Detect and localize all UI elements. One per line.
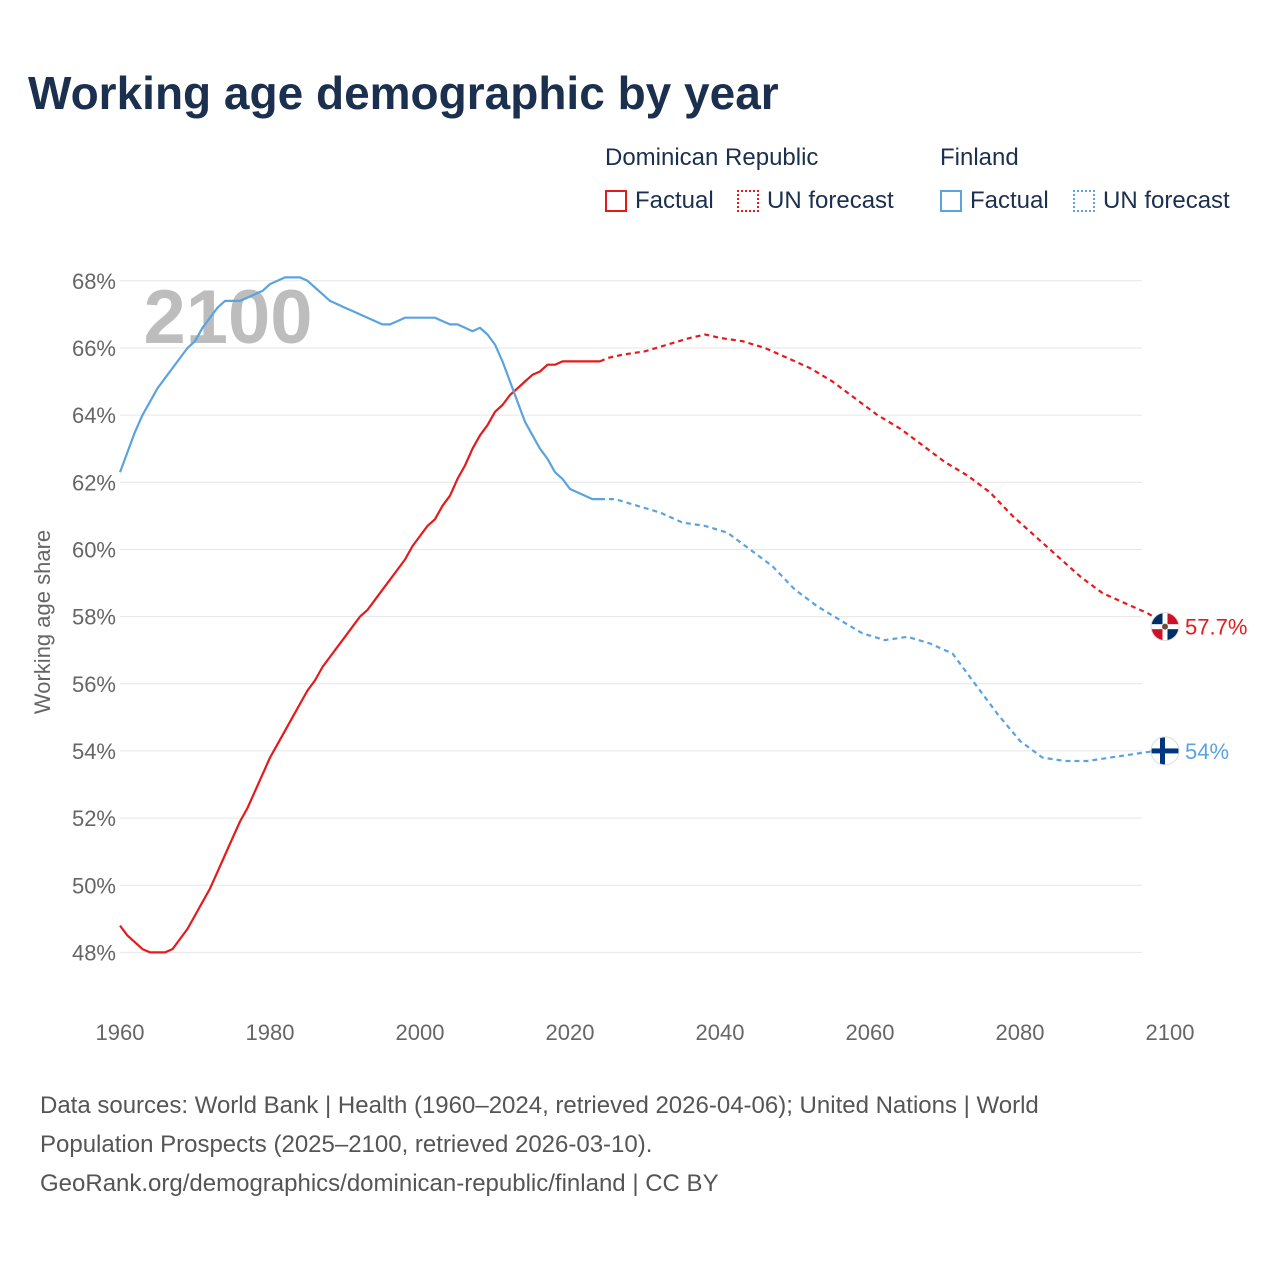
y-tick-label: 56% [72,672,116,697]
legend-swatch-fi-forecast [1073,190,1095,212]
legend-label-fi-factual: Factual [970,187,1049,214]
y-axis-label: Working age share [30,530,55,714]
y-tick-label: 66% [72,336,116,361]
end-value-label-dominican-republic: 57.7% [1185,615,1247,640]
y-tick-label: 52% [72,806,116,831]
flag-icon-dominican-republic [1150,612,1180,642]
y-tick-label: 64% [72,403,116,428]
x-tick-label: 2040 [696,1020,745,1045]
legend-item-dr-factual[interactable]: Factual [605,186,714,216]
legend-item-fi-factual[interactable]: Factual [940,186,1049,216]
y-tick-label: 50% [72,873,116,898]
x-axis-ticks: 1960 1980 2000 2020 2040 2060 2080 2100 [96,1020,1195,1045]
y-tick-label: 48% [72,940,116,965]
x-tick-label: 2100 [1146,1020,1195,1045]
legend-group-finland: Finland [940,144,1019,171]
year-watermark: 2100 [143,275,312,360]
x-tick-label: 2000 [396,1020,445,1045]
y-axis-ticks: 48% 50% 52% 54% 56% 58% 60% 62% 64% 66% 68% [72,269,116,966]
x-tick-label: 1960 [96,1020,145,1045]
x-tick-label: 1980 [246,1020,295,1045]
legend-swatch-fi-factual [940,190,962,212]
flag-icon-finland [1150,736,1180,766]
x-tick-label: 2060 [846,1020,895,1045]
end-value-label-finland: 54% [1185,739,1229,764]
series-line-dominican-republic-forecast[interactable] [599,333,1171,628]
series-line-dominican-republic-factual[interactable] [119,360,600,954]
legend-group-dominican-republic: Dominican Republic [605,144,819,171]
legend-label-fi-forecast: UN forecast [1103,187,1230,214]
footer-sources: Data sources: World Bank | Health (1960–… [40,1086,1240,1203]
y-tick-label: 62% [72,470,116,495]
chart-title: Working age demographic by year [28,67,779,119]
footer-line-3[interactable]: GeoRank.org/demographics/dominican-repub… [40,1170,719,1197]
legend-item-fi-forecast[interactable]: UN forecast [1073,186,1230,216]
y-tick-label: 54% [72,739,116,764]
y-tick-label: 60% [72,537,116,562]
end-markers: 57.7% 54% [1150,612,1247,766]
y-tick-label: 58% [72,605,116,630]
legend-swatch-dr-factual [605,190,627,212]
x-tick-label: 2020 [546,1020,595,1045]
legend-label-dr-factual: Factual [635,187,714,214]
legend-swatch-dr-forecast [737,190,759,212]
footer-line-1: Data sources: World Bank | Health (1960–… [40,1092,1039,1119]
series-line-finland-factual[interactable] [118,276,600,501]
grid-lines [120,280,1142,953]
series-layer [118,276,1171,954]
x-tick-label: 2080 [996,1020,1045,1045]
legend-label-dr-forecast: UN forecast [767,187,894,214]
legend-item-dr-forecast[interactable]: UN forecast [737,186,894,216]
y-tick-label: 68% [72,269,116,294]
series-line-finland-forecast[interactable] [600,498,1170,763]
footer-line-2: Population Prospects (2025–2100, retriev… [40,1131,653,1158]
